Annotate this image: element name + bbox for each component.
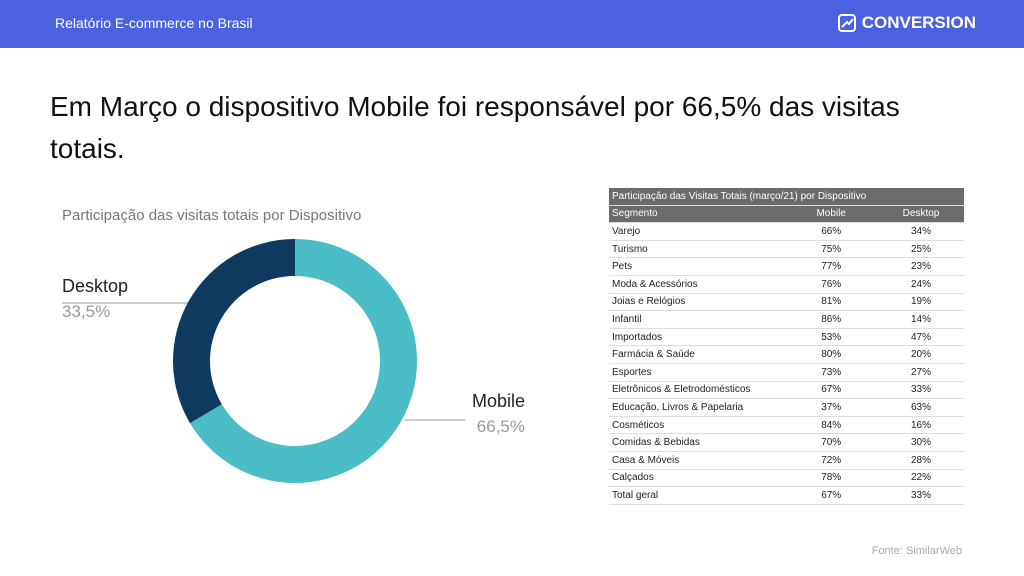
table-cell: 27% — [878, 363, 964, 382]
brand-icon — [837, 14, 856, 32]
table-cell: Mobile — [784, 205, 878, 224]
table-cell: 67% — [784, 381, 878, 400]
table-cell: Calçados — [609, 469, 785, 488]
table-row: Joias e Relógios 81% 19% — [609, 293, 964, 312]
table-title-row: Participação das Visitas Totais (março/2… — [609, 188, 964, 206]
table-cell: 86% — [784, 310, 878, 329]
table-row: Infantil 86% 14% — [609, 310, 964, 329]
table-cell: 75% — [784, 240, 878, 259]
table-cell: 16% — [878, 416, 964, 435]
chart-title: Participação das visitas totais por Disp… — [62, 207, 361, 224]
slice-label: Desktop — [62, 276, 128, 296]
table-row: Pets 77% 23% — [609, 257, 964, 276]
table-cell: Importados — [609, 328, 785, 347]
table-cell: 33% — [878, 381, 964, 400]
table-cell: 84% — [784, 416, 878, 435]
table-cell: Participação das Visitas Totais (março/2… — [609, 188, 964, 206]
table-cell: 80% — [784, 345, 878, 364]
table-row: Farmácia & Saúde 80% 20% — [609, 345, 964, 364]
table-cell: 81% — [784, 293, 878, 312]
table-cell: Farmácia & Saúde — [609, 345, 785, 364]
table-cell: Varejo — [609, 222, 785, 241]
slice-value-label: 66,5% — [477, 417, 525, 436]
slice-value-label: 33,5% — [62, 302, 110, 321]
table-cell: Turismo — [609, 240, 785, 259]
table-row: Turismo 75% 25% — [609, 240, 964, 259]
table-cell: 28% — [878, 451, 964, 470]
table-cell: 77% — [784, 257, 878, 276]
data-table: Participação das Visitas Totais (março/2… — [609, 188, 964, 505]
table-cell: 78% — [784, 469, 878, 488]
table-cell: 70% — [784, 433, 878, 452]
donut-slice — [189, 239, 417, 483]
table-cell: Educação, Livros & Papelaria — [609, 398, 785, 417]
table-cell: Comidas & Bebidas — [609, 433, 785, 452]
table-row: Moda & Acessórios 76% 24% — [609, 275, 964, 294]
table-row: Total geral 67% 33% — [609, 486, 964, 505]
table-header-row: Segmento Mobile Desktop — [609, 205, 964, 224]
table-cell: 19% — [878, 293, 964, 312]
table-cell: 66% — [784, 222, 878, 241]
headline: Em Março o dispositivo Mobile foi respon… — [50, 91, 900, 164]
table-row: Varejo 66% 34% — [609, 222, 964, 241]
table-row: Importados 53% 47% — [609, 328, 964, 347]
table-cell: 23% — [878, 257, 964, 276]
table-cell: Total geral — [609, 486, 785, 505]
header-title: Relatório E-commerce no Brasil — [55, 15, 253, 31]
source: Fonte: SimilarWeb — [871, 545, 962, 557]
header-bar: Relatório E-commerce no Brasil CONVERSIO… — [0, 0, 1024, 48]
table-cell: Esportes — [609, 363, 785, 382]
table-cell: Casa & Móveis — [609, 451, 785, 470]
table-cell: 30% — [878, 433, 964, 452]
table-cell: 20% — [878, 345, 964, 364]
table-cell: 47% — [878, 328, 964, 347]
table-row: Esportes 73% 27% — [609, 363, 964, 382]
table-row: Casa & Móveis 72% 28% — [609, 451, 964, 470]
table-cell: 22% — [878, 469, 964, 488]
table-cell: Eletrônicos & Eletrodomésticos — [609, 381, 785, 400]
table-cell: Joias e Relógios — [609, 293, 785, 312]
table-cell: 34% — [878, 222, 964, 241]
table-cell: 33% — [878, 486, 964, 505]
table-cell: 37% — [784, 398, 878, 417]
table-cell: 14% — [878, 310, 964, 329]
table-cell: 25% — [878, 240, 964, 259]
table-row: Comidas & Bebidas 70% 30% — [609, 433, 964, 452]
table-cell: Infantil — [609, 310, 785, 329]
table-cell: Pets — [609, 257, 785, 276]
table-cell: Cosméticos — [609, 416, 785, 435]
table-cell: 73% — [784, 363, 878, 382]
table-cell: 63% — [878, 398, 964, 417]
table-row: Calçados 78% 22% — [609, 469, 964, 488]
brand: CONVERSION — [837, 13, 976, 33]
table-cell: 53% — [784, 328, 878, 347]
table-cell: Desktop — [878, 205, 964, 224]
table-row: Cosméticos 84% 16% — [609, 416, 964, 435]
table-cell: 76% — [784, 275, 878, 294]
table-cell: 24% — [878, 275, 964, 294]
table-cell: Moda & Acessórios — [609, 275, 785, 294]
chart: Participação das visitas totais por Disp… — [62, 207, 525, 483]
table-cell: Segmento — [609, 205, 785, 224]
table-cell: 67% — [784, 486, 878, 505]
slice-label: Mobile — [472, 391, 525, 411]
table-row: Educação, Livros & Papelaria 37% 63% — [609, 398, 964, 417]
table-cell: 72% — [784, 451, 878, 470]
table-row: Eletrônicos & Eletrodomésticos 67% 33% — [609, 381, 964, 400]
donut-slice — [172, 239, 295, 424]
brand-name: CONVERSION — [861, 13, 976, 32]
